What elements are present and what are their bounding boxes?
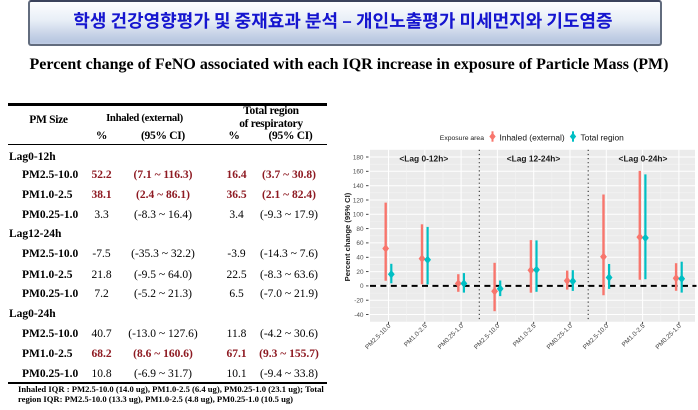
svg-text:PM1.0-2.5: PM1.0-2.5: [512, 322, 538, 348]
svg-text:100: 100: [353, 212, 364, 219]
svg-text:<Lag 0-12h>: <Lag 0-12h>: [399, 154, 448, 164]
svg-text:<Lag 12-24h>: <Lag 12-24h>: [507, 154, 561, 164]
svg-text:PM2.5-10.0: PM2.5-10.0: [582, 322, 611, 351]
svg-text:80: 80: [356, 226, 364, 233]
svg-text:PM1.0-2.5: PM1.0-2.5: [621, 322, 647, 348]
svg-text:PM2.5-10.0: PM2.5-10.0: [364, 322, 393, 351]
svg-text:160: 160: [353, 169, 364, 176]
svg-text:20: 20: [356, 269, 364, 276]
svg-text:-20: -20: [354, 298, 364, 305]
svg-text:PM2.5-10.0: PM2.5-10.0: [473, 322, 502, 351]
svg-text:120: 120: [353, 197, 364, 204]
svg-text:60: 60: [356, 240, 364, 247]
svg-text:-40: -40: [354, 312, 364, 319]
svg-text:0: 0: [360, 283, 364, 290]
svg-text:Percent change (95% CI): Percent change (95% CI): [343, 192, 352, 281]
svg-text:PM0.25-1.0: PM0.25-1.0: [546, 322, 575, 351]
svg-text:40: 40: [356, 255, 364, 262]
svg-text:180: 180: [353, 154, 364, 161]
svg-text:140: 140: [353, 183, 364, 190]
svg-text:PM0.25-1.0: PM0.25-1.0: [654, 322, 683, 351]
svg-text:PM1.0-2.5: PM1.0-2.5: [403, 322, 429, 348]
svg-text:<Lag 0-24h>: <Lag 0-24h>: [619, 154, 668, 164]
svg-text:Total region: Total region: [581, 132, 625, 142]
svg-text:Exposure area: Exposure area: [440, 135, 484, 142]
svg-text:PM0.25-1.0: PM0.25-1.0: [437, 322, 466, 351]
svg-text:Inhaled (external): Inhaled (external): [500, 132, 565, 142]
